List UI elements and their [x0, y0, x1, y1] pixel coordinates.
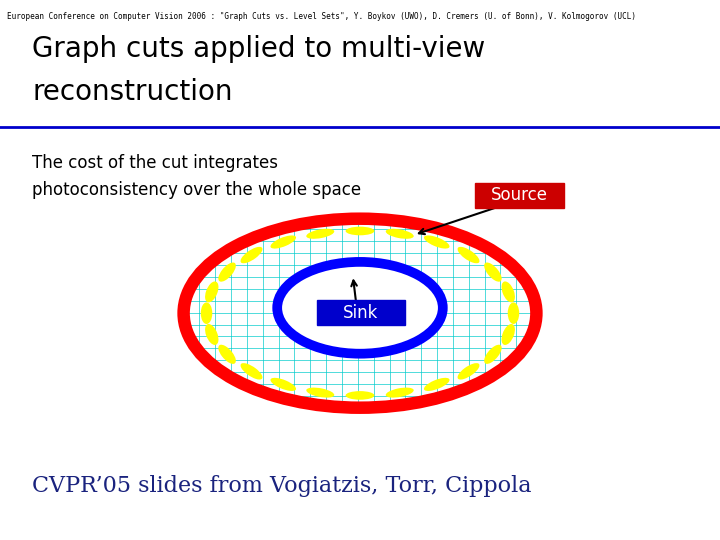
FancyBboxPatch shape	[475, 183, 564, 208]
Ellipse shape	[218, 345, 236, 364]
Ellipse shape	[218, 262, 236, 282]
Ellipse shape	[240, 363, 263, 380]
Text: Graph cuts applied to multi-view: Graph cuts applied to multi-view	[32, 35, 486, 63]
Ellipse shape	[205, 281, 218, 302]
Ellipse shape	[201, 302, 212, 324]
Ellipse shape	[271, 235, 296, 248]
Ellipse shape	[424, 235, 449, 248]
Ellipse shape	[508, 302, 519, 324]
Ellipse shape	[240, 247, 263, 264]
Ellipse shape	[502, 324, 515, 345]
Text: Source: Source	[491, 186, 549, 205]
Ellipse shape	[457, 247, 480, 264]
Ellipse shape	[277, 262, 443, 354]
Ellipse shape	[484, 262, 502, 282]
Text: photoconsistency over the whole space: photoconsistency over the whole space	[32, 181, 361, 199]
Ellipse shape	[184, 219, 536, 408]
Ellipse shape	[271, 378, 296, 391]
Ellipse shape	[306, 229, 334, 239]
Ellipse shape	[386, 229, 414, 239]
Ellipse shape	[424, 378, 449, 391]
Text: CVPR’05 slides from Vogiatzis, Torr, Cippola: CVPR’05 slides from Vogiatzis, Torr, Cip…	[32, 475, 532, 497]
Ellipse shape	[346, 391, 374, 400]
Text: The cost of the cut integrates: The cost of the cut integrates	[32, 154, 279, 172]
Ellipse shape	[346, 227, 374, 235]
Ellipse shape	[386, 388, 414, 397]
Ellipse shape	[502, 281, 515, 302]
Ellipse shape	[205, 324, 218, 345]
Ellipse shape	[484, 345, 502, 364]
Text: European Conference on Computer Vision 2006 : "Graph Cuts vs. Level Sets", Y. Bo: European Conference on Computer Vision 2…	[7, 12, 636, 21]
Text: reconstruction: reconstruction	[32, 78, 233, 106]
Ellipse shape	[306, 388, 334, 397]
Ellipse shape	[457, 363, 480, 380]
Text: Sink: Sink	[343, 303, 379, 322]
FancyBboxPatch shape	[317, 300, 405, 325]
